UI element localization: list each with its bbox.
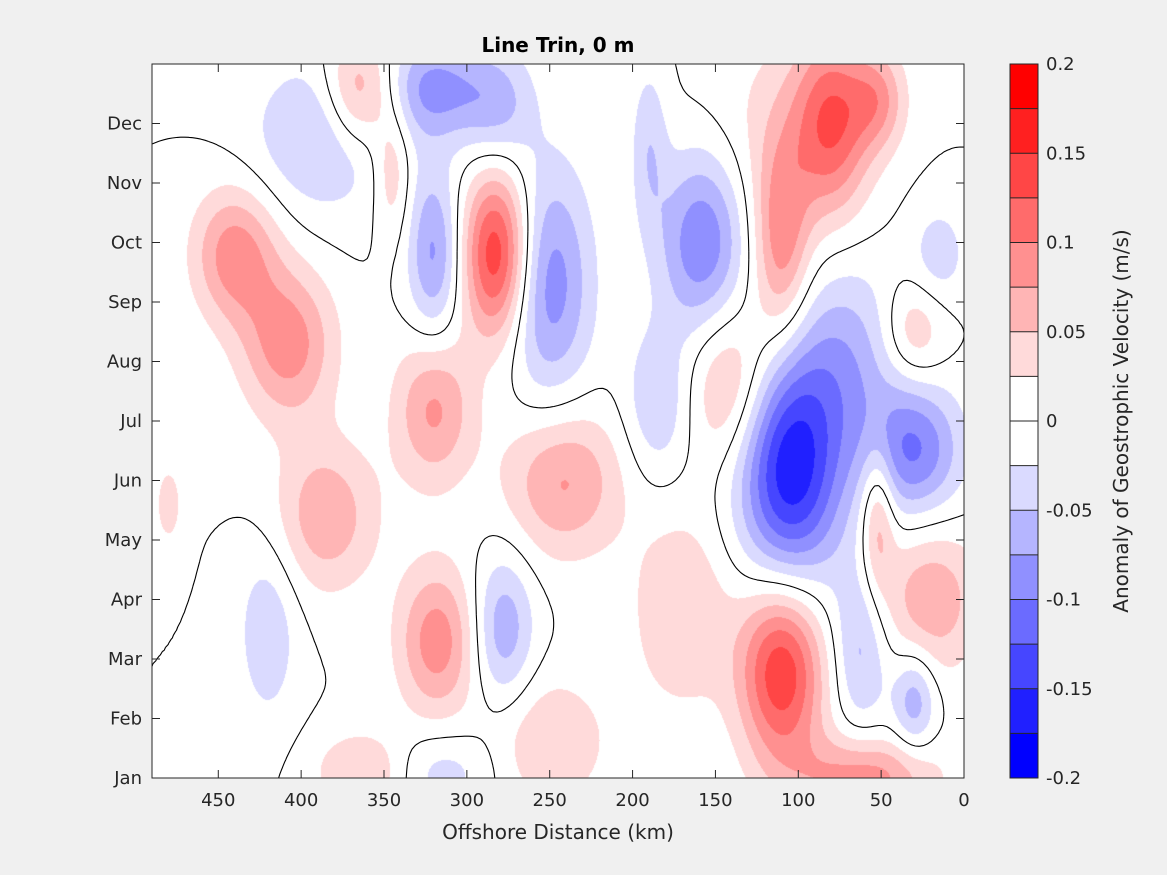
x-tick-label: 350 <box>367 790 401 811</box>
colorbar-swatch <box>1010 287 1038 333</box>
x-tick-label: 50 <box>870 790 893 811</box>
y-tick-label: Dec <box>107 114 142 135</box>
y-tick-label: May <box>105 530 143 551</box>
colorbar-swatch <box>1010 108 1038 154</box>
x-tick-label: 200 <box>615 790 649 811</box>
plot-area <box>151 63 965 779</box>
heatmap-field <box>152 64 964 778</box>
colorbar-swatch <box>1010 376 1038 422</box>
colorbar-tick-label: 0.1 <box>1046 233 1075 254</box>
colorbar-swatch <box>1010 153 1038 199</box>
zero-contour-line <box>151 63 965 779</box>
x-tick-label: 150 <box>698 790 732 811</box>
y-tick-label: Oct <box>111 233 142 254</box>
colorbar-swatch <box>1010 421 1038 467</box>
y-tick-label: Jun <box>113 471 142 492</box>
colorbar-swatch <box>1010 197 1038 243</box>
colorbar-swatch <box>1010 733 1038 779</box>
colorbar-tick-label: -0.15 <box>1046 679 1093 700</box>
y-tick-label: Jan <box>113 768 142 789</box>
colorbar-tick-label: 0 <box>1046 411 1057 432</box>
colorbar-tick-label: 0.15 <box>1046 143 1086 164</box>
colorbar-tick-label: 0.2 <box>1046 54 1075 75</box>
y-tick-label: Sep <box>108 292 142 313</box>
colorbar-swatches <box>1010 64 1038 779</box>
colorbar-swatch <box>1010 554 1038 600</box>
colorbar-ticks: 0.2 0.15 0.1 0.05 0 -0.05 -0.1 -0.15 -0.2 <box>1046 54 1093 789</box>
colorbar-frame <box>1009 63 1039 779</box>
x-tick-label: 250 <box>533 790 567 811</box>
y-tick-label: Jul <box>119 411 142 432</box>
x-tick-label: 100 <box>781 790 815 811</box>
y-tick-label: Mar <box>108 649 143 670</box>
x-tick-label: 400 <box>284 790 318 811</box>
y-tick-label: Nov <box>107 173 142 194</box>
colorbar-swatch <box>1010 599 1038 645</box>
heatmap-canvas <box>152 64 964 778</box>
colorbar-swatch <box>1010 688 1038 734</box>
y-axis: Jan Feb Mar Apr May Jun Jul Aug Sep Oct Nov Dec <box>105 114 964 789</box>
y-tick-label: Aug <box>107 352 142 373</box>
colorbar: 0.2 0.15 0.1 0.05 0 -0.05 -0.1 -0.15 -0.2 Anomal… <box>1009 54 1133 789</box>
colorbar-swatch <box>1010 465 1038 511</box>
x-axis: 450 400 350 300 250 200 150 100 50 0 <box>201 64 970 811</box>
colorbar-tick-label: -0.1 <box>1046 590 1081 611</box>
x-tick-label: 300 <box>450 790 484 811</box>
colorbar-tick-label: -0.2 <box>1046 768 1081 789</box>
colorbar-swatch <box>1010 331 1038 377</box>
colorbar-tick-label: 0.05 <box>1046 322 1086 343</box>
y-tick-label: Apr <box>111 590 143 611</box>
colorbar-swatch <box>1010 644 1038 690</box>
colorbar-swatch <box>1010 510 1038 556</box>
x-tick-label: 0 <box>958 790 969 811</box>
x-axis-label: Offshore Distance (km) <box>442 820 674 844</box>
x-tick-label: 450 <box>201 790 235 811</box>
colorbar-tick-label: -0.05 <box>1046 500 1093 521</box>
colorbar-swatch <box>1010 242 1038 288</box>
colorbar-label: Anomaly of Geostrophic Velocity (m/s) <box>1109 229 1133 612</box>
chart-title: Line Trin, 0 m <box>481 33 634 57</box>
y-tick-label: Feb <box>110 709 142 730</box>
colorbar-swatch <box>1010 64 1038 110</box>
